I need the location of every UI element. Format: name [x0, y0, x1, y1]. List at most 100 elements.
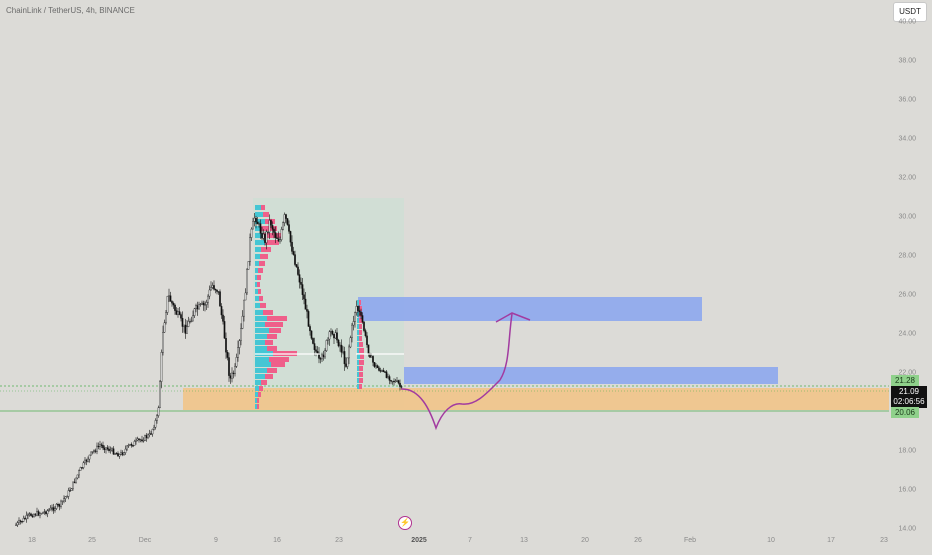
- candle-body: [127, 445, 130, 447]
- x-tick-label: 10: [767, 537, 775, 544]
- lightning-icon[interactable]: ⚡: [398, 516, 412, 530]
- candle-body: [22, 518, 25, 522]
- candle-body: [67, 490, 70, 497]
- volume-bar-up: [255, 368, 267, 373]
- volume-bar-down: [257, 398, 259, 403]
- candle-body: [189, 320, 191, 323]
- candle-body: [283, 214, 286, 223]
- volume-bar-down: [267, 346, 277, 351]
- candle-body: [136, 438, 139, 441]
- candle-body: [181, 318, 184, 327]
- supply-zone-lower: [404, 367, 778, 384]
- candle-body: [157, 407, 160, 416]
- candle-body: [193, 308, 196, 316]
- candle-body: [81, 467, 83, 469]
- volume-bar-down: [257, 275, 261, 280]
- candle-body: [36, 511, 38, 516]
- volume-bar-down: [263, 212, 269, 217]
- candle-body: [237, 347, 239, 358]
- candle-body: [348, 346, 350, 359]
- candle-body: [190, 320, 193, 323]
- volume-bar-up: [255, 322, 265, 327]
- volume-bar-down: [359, 318, 363, 323]
- candle-body: [322, 354, 325, 358]
- candle-body: [345, 363, 347, 367]
- candle-body: [52, 507, 55, 511]
- candle-body: [54, 508, 56, 511]
- volume-bar-down: [265, 340, 273, 345]
- candle-body: [316, 351, 319, 354]
- volume-bar-up: [255, 346, 267, 351]
- candle-body: [361, 315, 364, 323]
- candle-body: [39, 513, 41, 516]
- candle-body: [135, 439, 137, 442]
- candle-body: [265, 231, 268, 243]
- candle-body: [246, 269, 248, 294]
- volume-bar-up: [255, 340, 265, 345]
- candle-body: [202, 302, 205, 306]
- candle-body: [114, 453, 116, 455]
- y-tick-label: 32.00: [898, 174, 916, 182]
- volume-bar-down: [359, 306, 362, 311]
- volume-bar-down: [258, 392, 261, 397]
- candle-body: [318, 352, 320, 359]
- x-tick-label: 2025: [411, 537, 427, 544]
- candle-body: [177, 311, 179, 315]
- candle-body: [175, 310, 178, 315]
- candle-body: [301, 284, 304, 295]
- candle-body: [130, 443, 133, 446]
- x-tick-label: 7: [468, 537, 472, 544]
- currency-button[interactable]: USDT: [893, 2, 927, 22]
- volume-bar-up: [255, 212, 263, 217]
- candle-body: [66, 496, 68, 498]
- candle-body: [235, 357, 238, 367]
- volume-bar-up: [357, 336, 359, 341]
- candle-body: [390, 380, 392, 382]
- candle-body: [46, 510, 49, 515]
- candle-body: [285, 214, 287, 219]
- candle-body: [58, 504, 61, 507]
- candle-body: [48, 509, 50, 512]
- candle-body: [324, 350, 326, 358]
- x-tick-label: 18: [28, 537, 36, 544]
- candle-body: [84, 459, 86, 463]
- candle-body: [231, 372, 233, 379]
- candle-body: [162, 332, 164, 353]
- candle-body: [226, 351, 229, 358]
- volume-bar-up: [357, 330, 359, 335]
- supply-zone-upper: [358, 297, 702, 321]
- candle-body: [187, 321, 190, 327]
- price-axis[interactable]: 40.00 38.00 36.00 34.00 32.00 30.00 28.00 26.00…: [888, 0, 932, 550]
- candle-body: [85, 459, 88, 462]
- candle-body: [333, 334, 335, 339]
- candle-body: [205, 302, 208, 305]
- volume-bar-down: [269, 357, 289, 362]
- volume-bar-down: [259, 386, 263, 391]
- price-tag-current: 21.09 02:06:56: [891, 386, 927, 408]
- volume-bar-up: [255, 303, 260, 308]
- volume-bar-up: [255, 328, 269, 333]
- x-tick-label: 16: [273, 537, 281, 544]
- volume-bar-down: [269, 328, 281, 333]
- candle-body: [274, 232, 277, 238]
- y-tick-label: 30.00: [898, 213, 916, 221]
- x-tick-label: 26: [634, 537, 642, 544]
- candle-body: [141, 439, 143, 442]
- candle-body: [391, 380, 394, 383]
- volume-bar-up: [255, 310, 263, 315]
- candle-body: [63, 498, 65, 502]
- volume-bar-down: [261, 247, 271, 252]
- candle-body: [288, 224, 290, 232]
- candle-body: [339, 344, 341, 347]
- candle-body: [171, 301, 173, 304]
- candle-body: [331, 331, 334, 335]
- candle-body: [168, 295, 170, 297]
- candle-body: [232, 372, 235, 375]
- candle-body: [295, 264, 298, 268]
- candle-body: [225, 338, 227, 353]
- x-tick-label: 13: [520, 537, 528, 544]
- candle-body: [309, 326, 311, 332]
- candle-body: [75, 477, 77, 483]
